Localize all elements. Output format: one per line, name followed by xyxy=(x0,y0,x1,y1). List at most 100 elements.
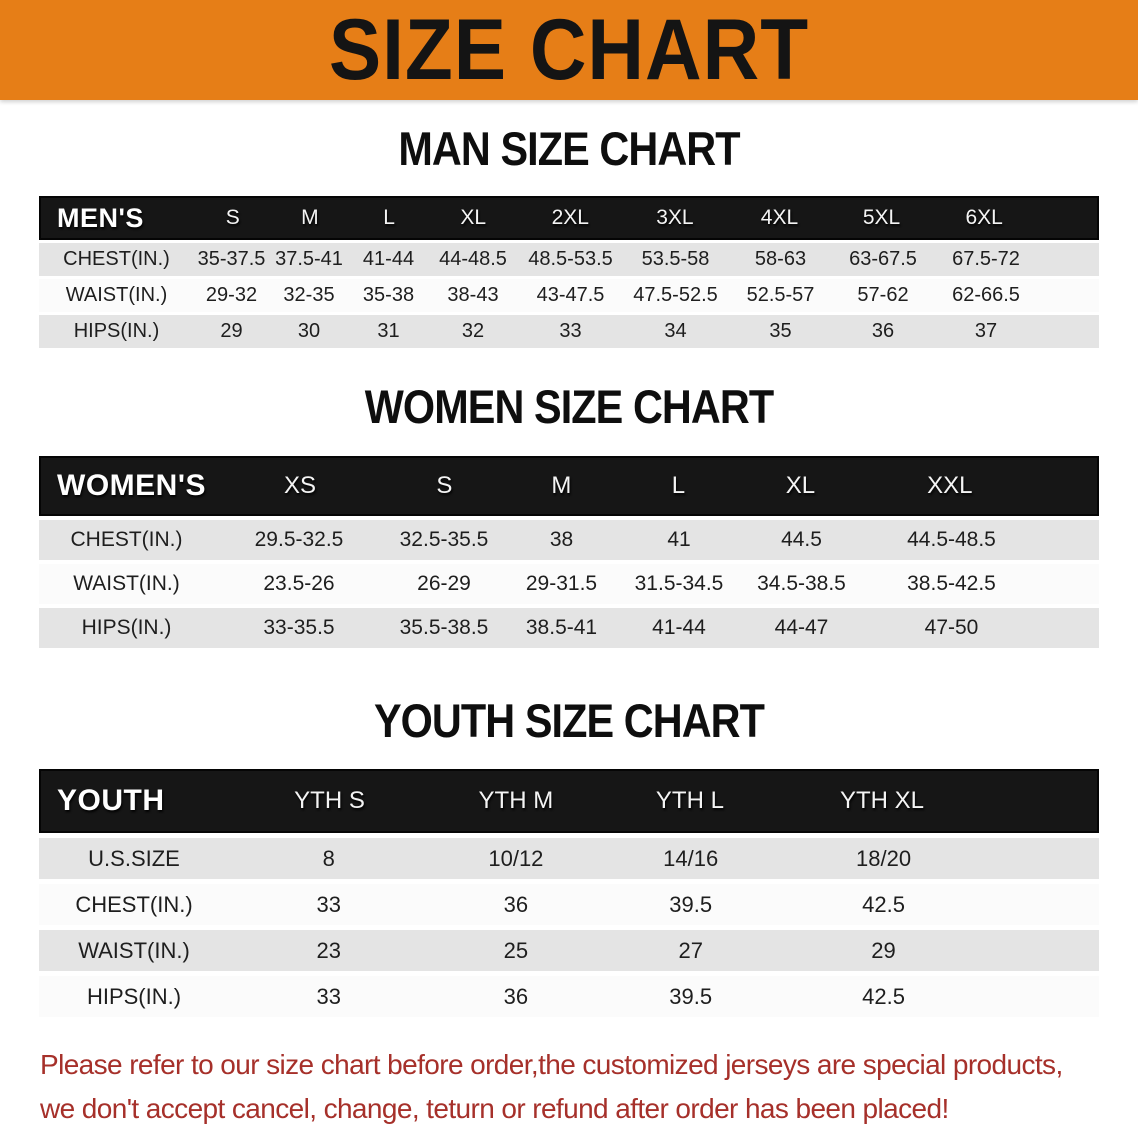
table-row: U.S.SIZE 8 10/12 14/16 18/20 xyxy=(39,838,1099,879)
table-row: CHEST(IN.) 33 36 39.5 42.5 xyxy=(39,884,1099,925)
section-women-size-chart: WOMEN SIZE CHART WOMEN'S XS S M L XL XXL CHEST(I… xyxy=(0,382,1138,648)
size-column-header: YTH L xyxy=(655,787,724,814)
row-value: 14/16 xyxy=(663,845,719,871)
row-value: 44-47 xyxy=(774,616,829,639)
row-value: 18/20 xyxy=(856,845,912,871)
row-label: CHEST(IN.) xyxy=(70,528,183,551)
row-value: 38.5-42.5 xyxy=(907,572,996,595)
row-value: 33 xyxy=(316,983,341,1009)
size-column-header: YTH M xyxy=(478,787,554,814)
row-value: 37.5-41 xyxy=(275,248,343,270)
row-label: WAIST(IN.) xyxy=(78,937,190,963)
row-value: 35.5-38.5 xyxy=(399,616,489,639)
row-value: 29-32 xyxy=(205,284,258,306)
row-value: 34 xyxy=(664,320,687,342)
banner-title: SIZE CHART xyxy=(328,1,810,98)
row-value: 47.5-52.5 xyxy=(633,284,718,306)
section-youth-size-chart: YOUTH SIZE CHART YOUTH YTH S YTH M YTH L YTH … xyxy=(0,693,1138,1017)
table-row: WAIST(IN.) 29-32 32-35 35-38 38-43 43-47.5 47.… xyxy=(39,279,1099,312)
size-column-header: S xyxy=(225,206,240,229)
row-value: 34.5-38.5 xyxy=(757,572,846,595)
youth-table-header-row: YOUTH YTH S YTH M YTH L YTH XL xyxy=(39,769,1099,833)
row-value: 41 xyxy=(667,528,691,551)
row-label: HIPS(IN.) xyxy=(73,320,160,342)
row-value: 31.5-34.5 xyxy=(634,572,724,595)
banner: SIZE CHART xyxy=(0,0,1138,100)
women-table-header-row: WOMEN'S XS S M L XL XXL xyxy=(39,456,1099,516)
row-value: 30 xyxy=(297,320,321,342)
row-label: CHEST(IN.) xyxy=(63,248,170,270)
youth-section-title: YOUTH SIZE CHART xyxy=(373,693,765,748)
size-column-header: S xyxy=(436,472,453,499)
table-row: HIPS(IN.) 33-35.5 35.5-38.5 38.5-41 41-44 44-… xyxy=(39,608,1099,648)
size-column-header: 5XL xyxy=(862,206,901,229)
women-size-table: WOMEN'S XS S M L XL XXL CHEST(IN.) 29.5-32.5 32.5… xyxy=(39,456,1099,648)
size-column-header: L xyxy=(671,472,686,499)
row-value: 57-62 xyxy=(857,284,909,306)
row-value: 62-66.5 xyxy=(952,284,1020,306)
row-value: 8 xyxy=(322,845,335,871)
size-column-header: XS xyxy=(283,472,316,499)
table-row: CHEST(IN.) 29.5-32.5 32.5-35.5 38 41 44.5 44.5… xyxy=(39,520,1099,560)
size-column-header: 3XL xyxy=(656,206,694,229)
footer-note-line-2: we don't accept cancel, change, teturn o… xyxy=(40,1093,949,1124)
row-label: HIPS(IN.) xyxy=(81,616,172,639)
row-value: 44-48.5 xyxy=(439,248,507,270)
footer-note: Please refer to our size chart before or… xyxy=(40,1043,1138,1131)
size-column-header: YTH XL xyxy=(839,787,924,814)
row-value: 44.5 xyxy=(781,528,822,551)
row-value: 38.5-41 xyxy=(525,616,598,639)
row-value: 35 xyxy=(769,320,792,342)
footer-note-line-1: Please refer to our size chart before or… xyxy=(40,1049,1063,1080)
row-value: 53.5-58 xyxy=(641,248,710,270)
table-row: HIPS(IN.) 33 36 39.5 42.5 xyxy=(39,976,1099,1017)
charts-container: MAN SIZE CHART MEN'S S M L XL 2XL 3XL 4XL 5XL 6XL C… xyxy=(0,124,1138,1017)
table-row: HIPS(IN.) 29 30 31 32 33 34 35 36 37 xyxy=(39,315,1099,348)
row-label: HIPS(IN.) xyxy=(86,983,182,1009)
row-value: 23.5-26 xyxy=(263,572,335,595)
row-value: 10/12 xyxy=(488,845,544,871)
size-column-header: XL xyxy=(785,472,816,499)
row-value: 25 xyxy=(503,937,529,963)
row-value: 39.5 xyxy=(669,983,713,1009)
size-column-header: M xyxy=(301,206,319,229)
row-value: 43-47.5 xyxy=(536,284,605,306)
row-value: 58-63 xyxy=(754,248,807,270)
row-value: 48.5-53.5 xyxy=(528,248,613,270)
men-header-label: MEN'S xyxy=(57,202,144,233)
table-row: CHEST(IN.) 35-37.5 37.5-41 41-44 44-48.5 48.5… xyxy=(39,243,1099,276)
row-value: 38-43 xyxy=(447,284,499,306)
row-value: 32.5-35.5 xyxy=(399,528,489,551)
row-value: 26-29 xyxy=(417,572,471,595)
row-value: 35-37.5 xyxy=(197,248,266,270)
size-column-header: 4XL xyxy=(760,206,799,229)
size-column-header: M xyxy=(551,472,572,499)
youth-size-table: YOUTH YTH S YTH M YTH L YTH XL U.S.SIZE 8 10/12… xyxy=(39,769,1099,1017)
row-value: 35-38 xyxy=(362,284,415,306)
size-column-header: YTH S xyxy=(294,787,365,814)
row-value: 32 xyxy=(461,320,485,342)
row-value: 39.5 xyxy=(669,891,713,917)
row-value: 44.5-48.5 xyxy=(907,528,996,551)
row-value: 23 xyxy=(316,937,341,963)
size-column-header: XXL xyxy=(927,472,973,499)
row-value: 36 xyxy=(503,891,529,917)
row-value: 63-67.5 xyxy=(849,248,917,270)
row-value: 32-35 xyxy=(283,284,335,306)
row-value: 41-44 xyxy=(652,616,706,639)
row-value: 29 xyxy=(871,937,896,963)
section-men-size-chart: MAN SIZE CHART MEN'S S M L XL 2XL 3XL 4XL 5XL 6XL C… xyxy=(0,124,1138,348)
row-value: 33 xyxy=(559,320,582,342)
row-label: CHEST(IN.) xyxy=(75,891,193,917)
women-header-label: WOMEN'S xyxy=(57,469,206,502)
row-value: 42.5 xyxy=(862,891,905,917)
row-value: 29-31.5 xyxy=(525,572,598,595)
row-value: 27 xyxy=(678,937,703,963)
row-value: 52.5-57 xyxy=(746,284,815,306)
row-value: 36 xyxy=(871,320,895,342)
men-size-table: MEN'S S M L XL 2XL 3XL 4XL 5XL 6XL CHEST(IN.) 35-37… xyxy=(39,196,1099,348)
row-value: 36 xyxy=(503,983,529,1009)
row-value: 41-44 xyxy=(362,248,415,270)
size-column-header: 2XL xyxy=(551,206,589,229)
